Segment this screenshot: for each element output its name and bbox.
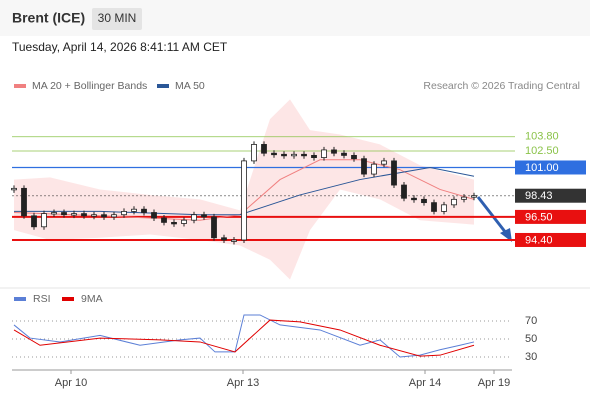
candle bbox=[451, 198, 457, 206]
chart-title: Brent (ICE) bbox=[12, 10, 85, 26]
x-tick-label: Apr 13 bbox=[227, 377, 259, 389]
candle bbox=[381, 160, 387, 165]
candle bbox=[341, 152, 347, 156]
candle bbox=[161, 217, 167, 223]
candle bbox=[61, 212, 67, 216]
candle bbox=[281, 153, 287, 157]
candle bbox=[171, 221, 177, 225]
legend-label: 9MA bbox=[81, 293, 103, 305]
x-tick-label: Apr 19 bbox=[478, 377, 510, 389]
candle bbox=[311, 155, 317, 159]
candle bbox=[251, 144, 257, 162]
legend-swatch bbox=[62, 297, 74, 301]
candle bbox=[351, 155, 357, 160]
legend-swatch bbox=[157, 84, 169, 88]
candle bbox=[361, 158, 367, 175]
candle bbox=[241, 160, 247, 241]
candle bbox=[261, 144, 267, 154]
candle bbox=[51, 212, 57, 215]
level-label: 96.50 bbox=[525, 211, 553, 223]
candle bbox=[81, 213, 87, 217]
candle bbox=[441, 204, 447, 212]
x-tick-label: Apr 14 bbox=[409, 377, 441, 389]
candle bbox=[461, 196, 467, 200]
candle bbox=[431, 202, 437, 212]
level-label: 94.40 bbox=[525, 234, 553, 246]
level-label: 102.50 bbox=[525, 145, 559, 157]
level-box bbox=[515, 188, 586, 203]
legend-swatch bbox=[14, 297, 26, 301]
candle bbox=[471, 195, 477, 198]
rsi-tick-label: 70 bbox=[525, 315, 537, 327]
candle bbox=[151, 212, 157, 219]
candle bbox=[221, 237, 227, 241]
x-tick-label: Apr 10 bbox=[55, 377, 87, 389]
rsi-tick-label: 30 bbox=[525, 351, 537, 363]
candle bbox=[421, 198, 427, 204]
legend-label: MA 20 + Bollinger Bands bbox=[32, 80, 147, 92]
level-box bbox=[515, 160, 586, 175]
candle bbox=[301, 153, 307, 157]
candle bbox=[201, 214, 207, 218]
subtitle: Tuesday, April 14, 2026 8:41:11 AM CET bbox=[12, 40, 228, 54]
candle bbox=[131, 208, 137, 212]
candle bbox=[391, 160, 397, 186]
candle bbox=[41, 213, 47, 228]
candle bbox=[411, 197, 417, 201]
candle bbox=[121, 211, 127, 216]
rsi-ma-line bbox=[13, 319, 475, 357]
credit: Research © 2026 Trading Central bbox=[423, 80, 580, 92]
forecast-arrow bbox=[476, 196, 508, 234]
timeframe[interactable]: 30 MIN bbox=[98, 11, 137, 25]
level-label: 98.43 bbox=[525, 190, 553, 202]
candle bbox=[31, 215, 37, 228]
level-box bbox=[515, 209, 586, 224]
candle bbox=[101, 214, 107, 218]
timeframe-box[interactable] bbox=[92, 8, 142, 30]
legend-label: MA 50 bbox=[175, 80, 205, 92]
candle bbox=[231, 239, 237, 242]
header-bar bbox=[0, 0, 590, 36]
level-box bbox=[515, 232, 586, 247]
legend-swatch bbox=[14, 84, 26, 88]
candle bbox=[141, 208, 147, 213]
candle bbox=[71, 213, 77, 216]
candle bbox=[191, 214, 197, 221]
ma50-line bbox=[14, 166, 475, 216]
bollinger-band bbox=[14, 99, 474, 280]
rsi-tick-label: 50 bbox=[525, 333, 537, 345]
level-label: 103.80 bbox=[525, 131, 559, 143]
candle bbox=[331, 149, 337, 154]
candle bbox=[211, 216, 217, 239]
level-label: 101.00 bbox=[525, 162, 559, 174]
legend-label: RSI bbox=[33, 293, 51, 305]
forecast-arrowhead bbox=[500, 228, 512, 242]
ma20-line bbox=[13, 159, 475, 221]
candle bbox=[111, 214, 117, 218]
candle bbox=[291, 153, 297, 157]
candle bbox=[91, 214, 97, 217]
candle bbox=[21, 187, 27, 217]
candle bbox=[181, 219, 187, 224]
candle bbox=[371, 163, 377, 175]
candle bbox=[271, 152, 277, 156]
candle bbox=[321, 149, 327, 159]
candle bbox=[401, 184, 407, 199]
candle bbox=[11, 187, 17, 191]
